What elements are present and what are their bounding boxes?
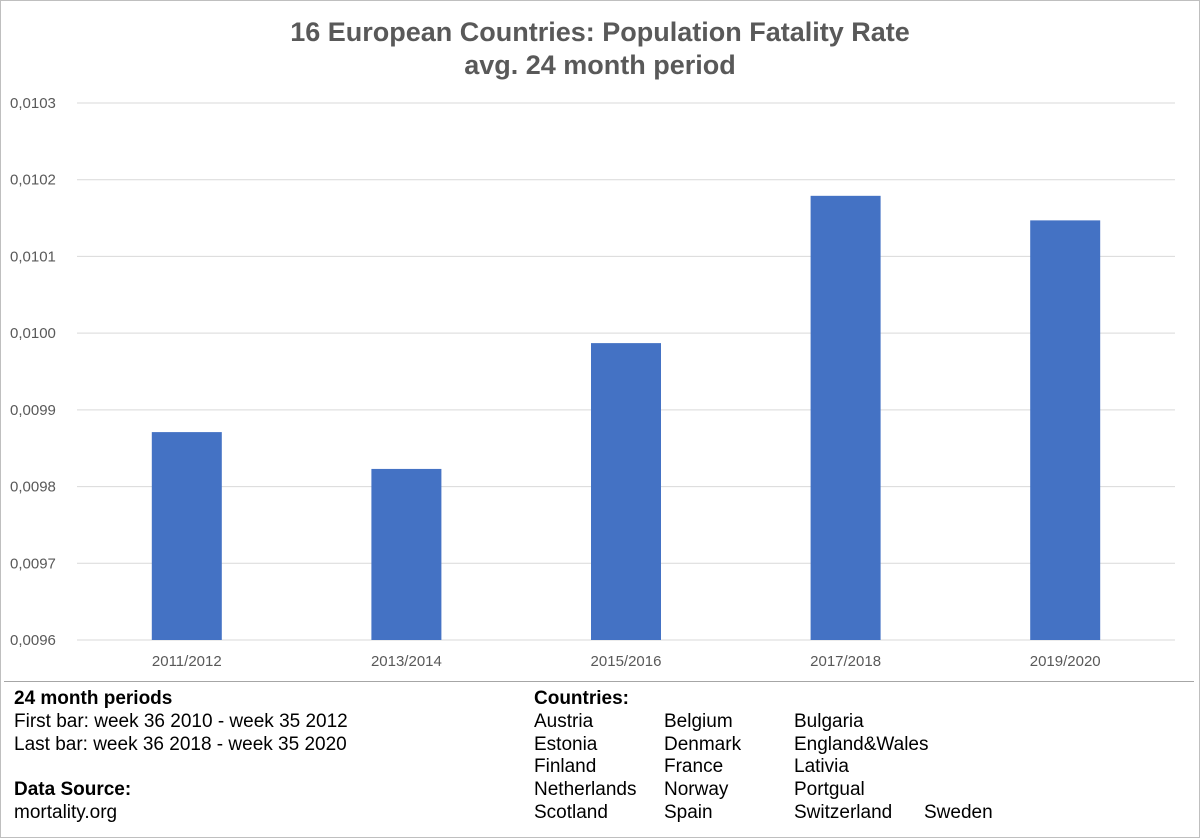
y-tick-label: 0,0102: [10, 172, 56, 189]
x-axis-ticks: 2011/2012 2013/2014 2015/2016 2017/2018 2019…: [152, 653, 1101, 670]
source-heading: Data Source:: [14, 779, 132, 800]
country-name: Belgium: [664, 711, 733, 732]
country-name: Spain: [664, 801, 713, 823]
first-bar-note: First bar: week 36 2010 - week 35 2012: [14, 711, 348, 732]
bar: [371, 468, 442, 640]
x-tick-label: 2015/2016: [591, 653, 662, 670]
country-name: Norway: [664, 779, 729, 801]
bar-chart: 0,0096 0,0097 0,0098 0,0099 0,0100 0,0101 0,01…: [10, 95, 1175, 670]
country-name: Bulgaria: [794, 711, 864, 732]
last-bar-note: Last bar: week 36 2018 - week 35 2020: [14, 734, 347, 755]
country-name: England&Wales: [794, 733, 929, 755]
bar: [151, 432, 222, 640]
chart-title: 16 European Countries: Population Fatali…: [290, 17, 910, 47]
x-tick-label: 2017/2018: [810, 653, 881, 670]
y-tick-label: 0,0097: [10, 555, 56, 572]
country-name: Netherlands: [534, 779, 637, 801]
bar: [810, 195, 881, 640]
country-name: Switzerland: [794, 801, 893, 823]
y-tick-label: 0,0098: [10, 479, 56, 496]
country-name: Estonia: [534, 733, 598, 755]
chart-subtitle: avg. 24 month period: [464, 50, 736, 80]
country-name: Finland: [534, 756, 597, 778]
bar: [591, 343, 661, 640]
x-tick-label: 2019/2020: [1030, 653, 1101, 670]
country-name: Denmark: [664, 733, 742, 755]
y-tick-label: 0,0103: [10, 95, 56, 112]
info-panel: 24 month periods First bar: week 36 2010…: [4, 681, 1194, 835]
y-tick-label: 0,0099: [10, 402, 56, 419]
bars: [151, 195, 1101, 640]
countries-heading: Countries:: [534, 688, 629, 709]
country-name: Austria: [534, 711, 594, 732]
bar: [1030, 220, 1101, 640]
country-name: Portgual: [794, 779, 865, 801]
x-tick-label: 2013/2014: [371, 653, 442, 670]
y-tick-label: 0,0101: [10, 248, 56, 265]
country-name: Scotland: [534, 801, 608, 823]
chart-title-block: 16 European Countries: Population Fatali…: [0, 16, 1200, 82]
source-link: mortality.org: [14, 802, 118, 823]
y-axis-ticks: 0,0096 0,0097 0,0098 0,0099 0,0100 0,0101 0,01…: [10, 95, 56, 649]
country-name: Sweden: [924, 801, 993, 823]
y-tick-label: 0,0100: [10, 325, 56, 342]
x-tick-label: 2011/2012: [152, 653, 222, 670]
periods-heading: 24 month periods: [14, 688, 173, 709]
country-name: Lativia: [794, 756, 849, 778]
y-tick-label: 0,0096: [10, 632, 56, 649]
country-name: France: [664, 756, 724, 778]
